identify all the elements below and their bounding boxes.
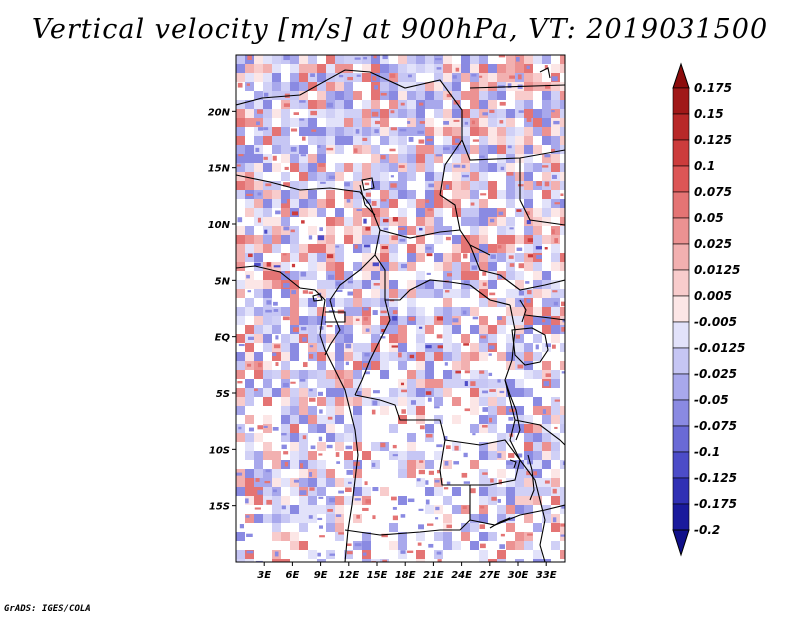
colorbar-box <box>672 217 690 245</box>
colorbar: 0.175 0.15 0.125 0.1 0.075 0.05 0.025 0.0125 0.0… <box>672 62 745 557</box>
lon-tick-label: 12E <box>338 570 359 581</box>
lake-tanganyika <box>504 379 521 441</box>
border-angola-namibia <box>344 529 441 536</box>
bioko-island <box>312 293 323 302</box>
lon-tick-label: 3E <box>257 570 271 581</box>
border-lake-chad-west <box>359 184 376 216</box>
colorbar-label: -0.125 <box>694 471 737 485</box>
lake-kariba <box>489 517 511 529</box>
colorbar-label: -0.1 <box>694 445 720 459</box>
colorbar-label: -0.075 <box>694 419 737 433</box>
coastlines <box>236 67 551 562</box>
lake-turkana-north <box>539 67 551 79</box>
velocity-field <box>236 55 565 562</box>
colorbar-box <box>672 113 690 141</box>
colorbar-box <box>672 295 690 323</box>
lon-tick-label: 15E <box>367 570 388 581</box>
lon-tick-label: 30E <box>508 570 529 581</box>
field-patches <box>236 55 565 562</box>
lat-tick-label: 10S <box>209 445 230 456</box>
lon-tick-label: 24E <box>451 570 472 581</box>
colorbar-box <box>672 347 690 375</box>
border-drc-east <box>504 304 521 461</box>
border-uganda-kenya <box>524 314 565 321</box>
border-angola-north <box>354 394 446 441</box>
colorbar-label: -0.025 <box>694 367 737 381</box>
colorbar-label: 0.125 <box>694 133 732 147</box>
lat-tick-label: 20N <box>208 107 231 118</box>
lat-tick-label: 10N <box>208 220 231 231</box>
colorbar-box <box>672 373 690 401</box>
colorbar-box <box>672 191 690 219</box>
country-borders <box>236 69 565 562</box>
lon-tick-label: 33E <box>536 570 557 581</box>
colorbar-box <box>672 451 690 479</box>
colorbar-box <box>672 399 690 427</box>
border-zambia-south <box>469 504 565 526</box>
colorbar-labels: 0.175 0.15 0.125 0.1 0.075 0.05 0.025 0.0125 0.0… <box>694 81 745 537</box>
colorbar-label: 0.0125 <box>694 263 740 277</box>
lake-bangweulu <box>509 459 517 469</box>
lat-tick-label: 5N <box>215 276 231 287</box>
lat-tick-label: EQ <box>215 333 231 344</box>
colorbar-label: 0.175 <box>694 81 732 95</box>
border-nigeria-north <box>236 174 381 231</box>
colorbar-box <box>672 321 690 349</box>
lon-tick-label: 9E <box>314 570 328 581</box>
lake-victoria <box>511 327 549 366</box>
border-car-drc <box>469 284 511 306</box>
grads-credit: GrADS: IGES/COLA <box>4 604 91 614</box>
map-frame <box>235 54 566 563</box>
lat-tick-label: 15S <box>209 502 230 513</box>
border-tanzania <box>514 419 565 446</box>
border-cameroon <box>329 229 381 301</box>
latitude-axis: 20N 15N 10N 5N EQ 5S 10S 15S <box>208 107 236 513</box>
colorbar-label: -0.2 <box>694 523 720 537</box>
colorbar-label: 0.1 <box>694 159 715 173</box>
colorbar-label: 0.005 <box>694 289 732 303</box>
colorbar-box <box>672 243 690 271</box>
colorbar-box <box>672 165 690 193</box>
border-northeast-corner <box>469 84 565 89</box>
border-niger-chad-libya <box>236 69 463 196</box>
lake-malawi <box>527 454 535 501</box>
lon-tick-label: 21E <box>423 570 444 581</box>
colorbar-box <box>672 269 690 297</box>
lon-tick-label: 27E <box>479 570 500 581</box>
lake-albert <box>519 299 527 323</box>
colorbar-box <box>672 139 690 167</box>
west-africa-coastline <box>236 265 359 562</box>
lat-tick-label: 15N <box>208 164 231 175</box>
colorbar-label: 0.025 <box>694 237 732 251</box>
colorbar-label: -0.0125 <box>694 341 745 355</box>
lon-tick-label: 18E <box>395 570 416 581</box>
map-title: Vertical velocity [m/s] at 900hPa, VT: 2… <box>31 14 769 45</box>
border-car-north <box>379 229 461 239</box>
colorbar-box <box>672 425 690 453</box>
border-equatorial-guinea <box>325 311 346 323</box>
border-congo-drc <box>354 299 391 396</box>
colorbar-boxes <box>672 87 690 531</box>
colorbar-label: 0.05 <box>694 211 724 225</box>
longitude-axis: 3E 6E 9E 12E 15E 18E 21E 24E 27E 30E 33E <box>257 562 557 581</box>
colorbar-label: -0.05 <box>694 393 729 407</box>
border-sudan-east <box>519 158 565 226</box>
colorbar-top-arrow <box>672 62 690 89</box>
lon-tick-label: 6E <box>286 570 300 581</box>
colorbar-label: 0.15 <box>694 107 724 121</box>
colorbar-bottom-arrow <box>672 529 690 557</box>
border-south-sudan <box>469 244 565 291</box>
colorbar-box <box>672 87 690 115</box>
colorbar-box <box>672 503 690 531</box>
border-sahel-east <box>461 139 565 161</box>
border-car-south <box>374 254 471 301</box>
colorbar-label: -0.175 <box>694 497 737 511</box>
colorbar-label: 0.075 <box>694 185 732 199</box>
colorbar-label: -0.005 <box>694 315 737 329</box>
colorbar-box <box>672 477 690 505</box>
lake-chad <box>361 177 375 191</box>
lat-tick-label: 5S <box>216 389 230 400</box>
